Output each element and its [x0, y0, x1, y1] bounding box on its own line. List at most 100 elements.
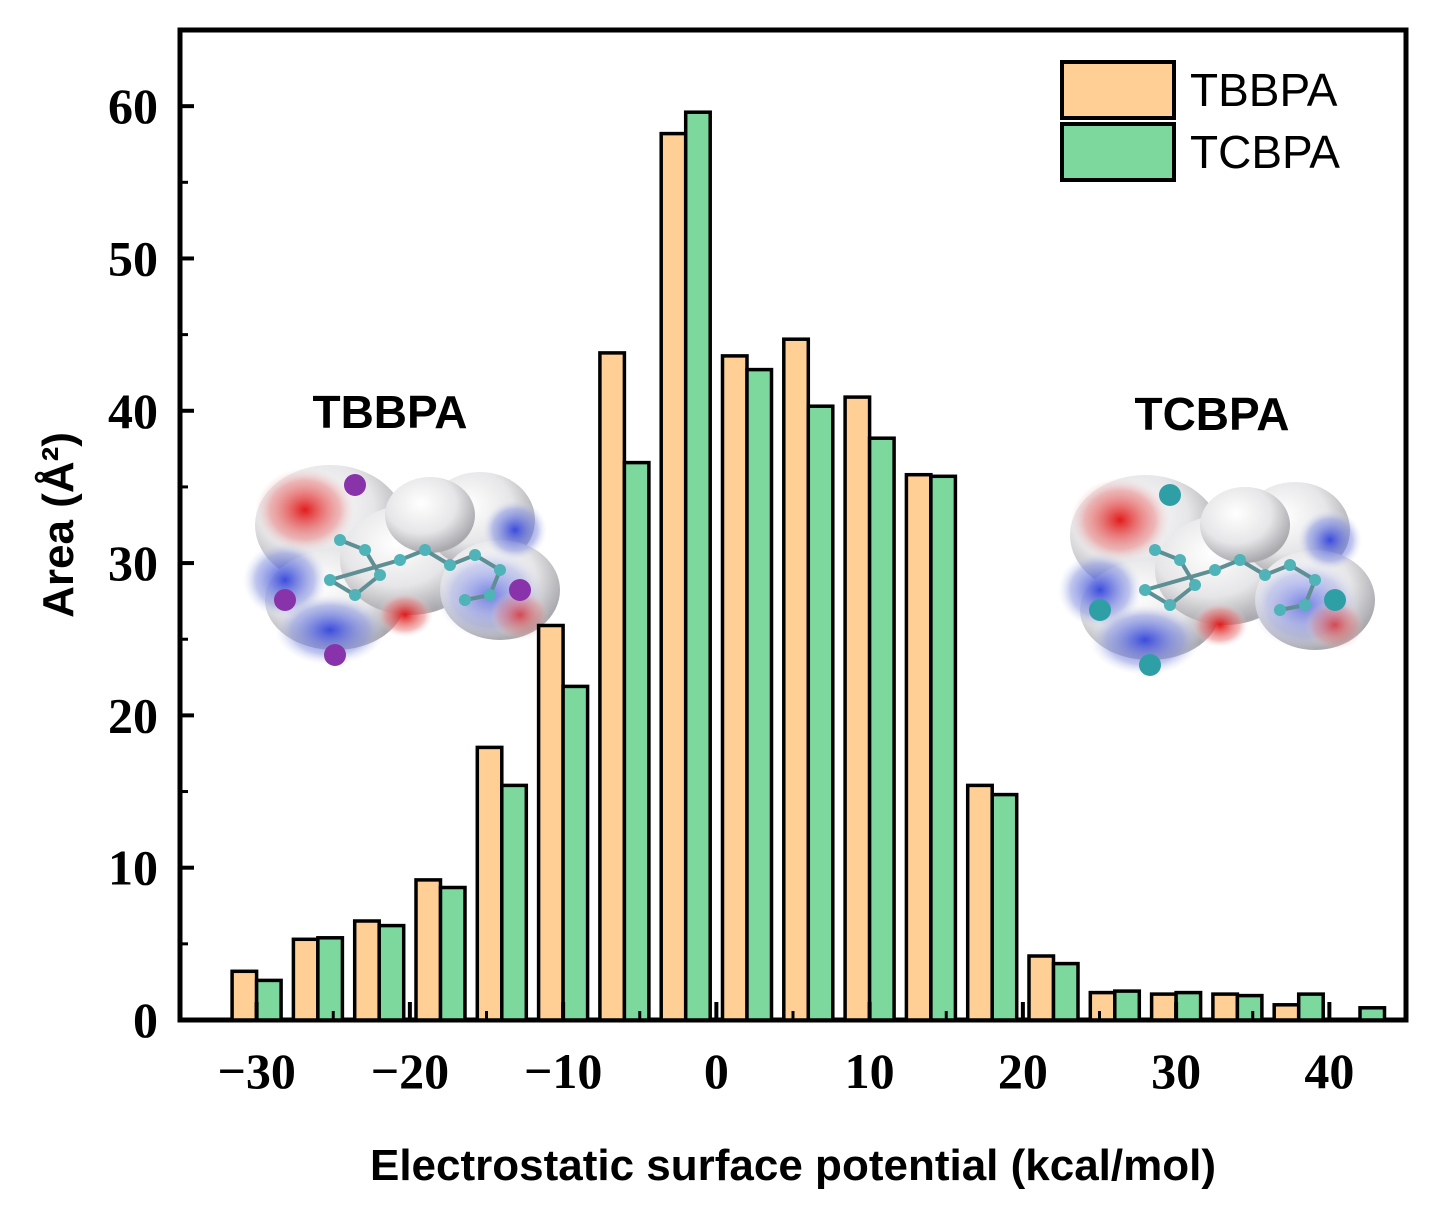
positive-region	[1305, 600, 1365, 650]
y-axis: 0 10 20 30 40 50 60	[108, 28, 194, 1048]
x-tick-label: 0	[704, 1043, 729, 1099]
bar-tcbpa-15	[1174, 990, 1203, 1022]
bond	[329, 558, 401, 582]
positive-region	[255, 468, 355, 552]
bar-tbbpa-13	[1027, 954, 1056, 1022]
tcbpa-annotation: TCBPA	[1134, 388, 1289, 440]
legend: TBBPA TCBPA	[1060, 60, 1340, 182]
carbon-atom	[419, 544, 431, 556]
tcbpa-molecule-surface	[1058, 475, 1375, 676]
bar-tcbpa-18	[1358, 1006, 1387, 1022]
positive-region	[490, 590, 550, 640]
bar-tcbpa-4	[500, 783, 529, 1022]
carbon-atom	[484, 589, 496, 601]
bar-tcbpa-13	[1051, 961, 1080, 1022]
bar-tbbpa-2	[352, 919, 381, 1022]
bar-tbbpa-6	[598, 351, 627, 1022]
bond	[1144, 568, 1216, 592]
carbon-atom	[1234, 554, 1246, 566]
carbon-atom	[1149, 544, 1161, 556]
x-tick-label: 20	[998, 1043, 1048, 1099]
carbon-atom	[444, 559, 456, 571]
halogen-atom	[509, 579, 531, 601]
carbon-atom	[334, 534, 346, 546]
bar-tbbpa-1	[291, 937, 320, 1022]
bar-tbbpa-0	[230, 969, 259, 1022]
negative-region	[1298, 510, 1362, 570]
carbon-atom	[1164, 599, 1176, 611]
x-tick-label: −20	[371, 1043, 450, 1099]
bar-tbbpa-8	[720, 354, 749, 1022]
bar-tcbpa-11	[929, 474, 958, 1022]
bar-tcbpa-12	[990, 792, 1019, 1022]
tbbpa-annotation: TBBPA	[312, 386, 467, 438]
carbon-atom	[324, 574, 336, 586]
bar-tcbpa-5	[561, 684, 590, 1022]
halogen-atom	[324, 644, 346, 666]
surface-lobe	[385, 477, 475, 553]
positive-region	[1070, 478, 1170, 562]
carbon-atom	[1284, 559, 1296, 571]
halogen-atom	[1089, 599, 1111, 621]
y-tick-label: 30	[108, 535, 158, 591]
bar-tcbpa-14	[1113, 989, 1142, 1022]
carbon-atom	[1139, 584, 1151, 596]
halogen-atom	[1139, 654, 1161, 676]
legend-swatch-tcbpa	[1060, 122, 1176, 182]
bar-tcbpa-3	[438, 885, 467, 1022]
bar-tcbpa-1	[316, 936, 345, 1022]
positive-region	[377, 593, 433, 637]
y-tick-label: 10	[108, 840, 158, 896]
y-tick-label: 40	[108, 383, 158, 439]
bar-tcbpa-10	[867, 436, 896, 1022]
bar-tcbpa-2	[377, 923, 406, 1022]
x-tick-label: 10	[845, 1043, 895, 1099]
x-tick-label: 40	[1304, 1043, 1354, 1099]
y-tick-label: 60	[108, 78, 158, 134]
bar-tcbpa-8	[745, 367, 774, 1022]
bar-tbbpa-3	[414, 878, 443, 1022]
negative-region	[483, 500, 547, 560]
x-tick-label: −30	[217, 1043, 296, 1099]
halogen-atom	[1159, 484, 1181, 506]
carbon-atom	[494, 564, 506, 576]
y-axis-title: Area (Å²)	[34, 432, 83, 618]
legend-label-tcbpa: TCBPA	[1190, 126, 1340, 178]
bars-layer	[230, 110, 1387, 1022]
bar-tbbpa-14	[1088, 990, 1117, 1022]
bar-tbbpa-11	[904, 472, 933, 1022]
bar-tbbpa-12	[965, 783, 994, 1022]
y-tick-label: 20	[108, 687, 158, 743]
halogen-atom	[1324, 589, 1346, 611]
bar-tbbpa-17	[1272, 1003, 1301, 1022]
bar-tbbpa-5	[536, 623, 565, 1022]
carbon-atom	[1209, 564, 1221, 576]
carbon-atom	[1189, 579, 1201, 591]
carbon-atom	[374, 569, 386, 581]
carbon-atom	[1174, 554, 1186, 566]
surface-lobe	[1200, 487, 1290, 563]
bar-tbbpa-4	[475, 745, 504, 1022]
y-tick-label: 0	[133, 992, 158, 1048]
bar-tbbpa-10	[843, 395, 872, 1022]
carbon-atom	[349, 589, 361, 601]
x-axis: −30 −20 −10 0 10 20 30 40	[178, 1002, 1408, 1099]
x-tick-label: −10	[524, 1043, 603, 1099]
legend-label-tbbpa: TBBPA	[1190, 64, 1338, 116]
carbon-atom	[359, 544, 371, 556]
carbon-atom	[394, 554, 406, 566]
bar-tbbpa-7	[659, 131, 688, 1022]
x-tick-label: 30	[1151, 1043, 1201, 1099]
bar-tcbpa-9	[806, 404, 835, 1022]
carbon-atom	[1309, 574, 1321, 586]
carbon-atom	[1274, 604, 1286, 616]
bar-tcbpa-17	[1296, 992, 1325, 1022]
carbon-atom	[469, 549, 481, 561]
carbon-atom	[1259, 569, 1271, 581]
x-axis-title: Electrostatic surface potential (kcal/mo…	[370, 1141, 1216, 1190]
negative-region	[275, 595, 385, 665]
bar-tcbpa-0	[254, 978, 283, 1022]
carbon-atom	[459, 594, 471, 606]
bar-tbbpa-9	[782, 337, 811, 1022]
